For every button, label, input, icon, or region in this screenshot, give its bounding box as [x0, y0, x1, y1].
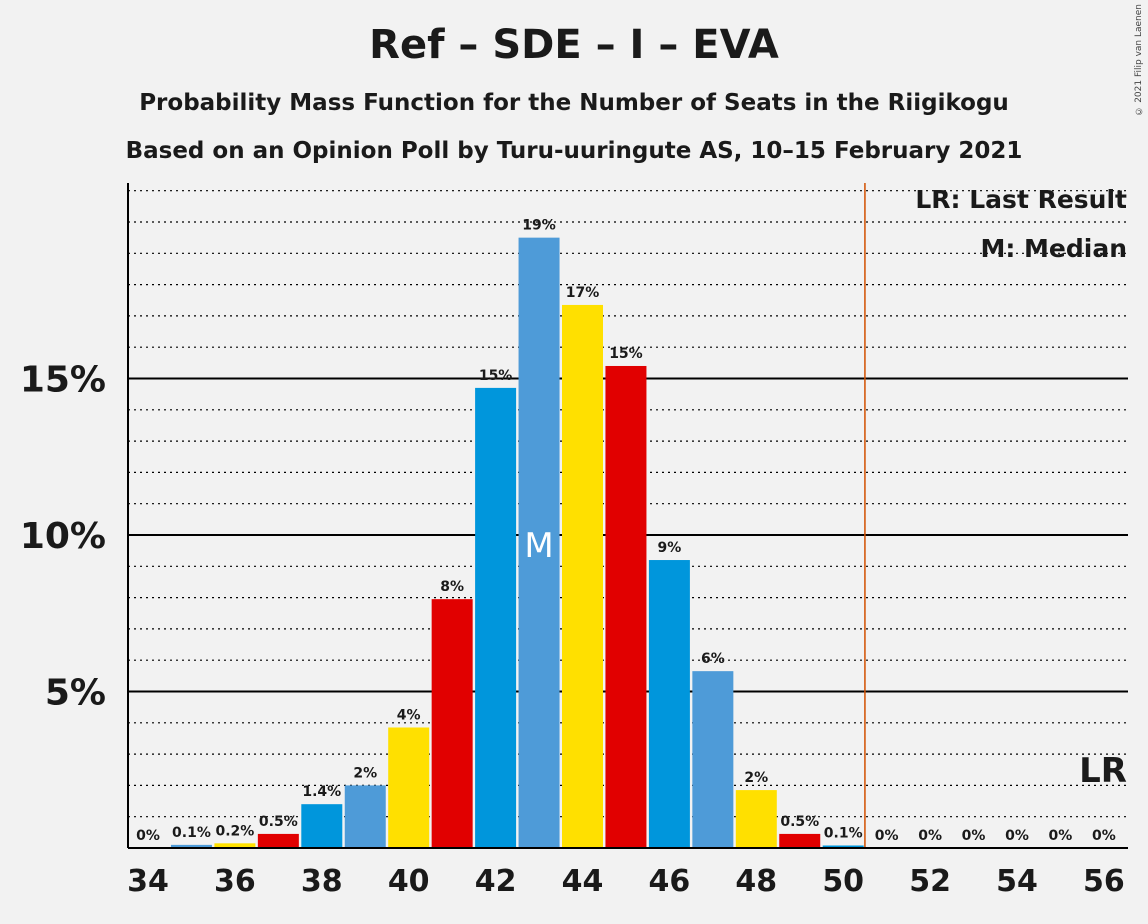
x-tick-label: 38 — [301, 864, 343, 899]
bar-seat-38 — [301, 804, 343, 848]
bar-seat-49 — [779, 833, 821, 848]
x-tick-label: 48 — [735, 864, 777, 899]
legend: LR: Last Result M: Median — [915, 185, 1127, 263]
last-result-marker: LR — [1079, 751, 1127, 791]
bar-value-label: 19% — [522, 218, 556, 234]
bar-seat-45 — [605, 365, 647, 848]
bar-value-label: 8% — [440, 579, 464, 595]
bar-seat-43 — [518, 237, 560, 848]
bar-value-label: 0.2% — [215, 823, 254, 839]
bar-seat-48 — [735, 790, 777, 848]
x-tick-label: 56 — [1083, 864, 1125, 899]
bar-seat-50 — [822, 845, 864, 848]
bar-value-label: 6% — [701, 651, 725, 667]
bar-value-label: 17% — [566, 285, 600, 301]
bar-value-label: 2% — [353, 765, 377, 781]
bar-seat-36 — [214, 843, 256, 848]
bar-seat-42 — [475, 387, 517, 848]
x-tick-label: 46 — [649, 864, 691, 899]
bar-value-label: 0.1% — [172, 825, 211, 841]
bar-value-label: 1.4% — [302, 784, 341, 800]
x-tick-label: 50 — [822, 864, 864, 899]
bar-value-label: 0% — [1005, 828, 1029, 844]
bar-value-label: 15% — [479, 368, 513, 384]
bar-value-labels: 0% 0.1% 0.2%0.5%1.4%2%4%8%15%19%17%15%9%6%… — [136, 218, 1127, 844]
bar-value-label: 0% — [918, 828, 942, 844]
bar-value-label: 2% — [744, 770, 768, 786]
bar-value-label: 4% — [397, 707, 421, 723]
tick-labels: 34 36 38 40 42 44 46 48 50 52 54 56 5% 10% 15% — [20, 360, 1125, 900]
bar-seat-37 — [257, 833, 299, 848]
x-tick-label: 54 — [996, 864, 1038, 899]
bar-series — [170, 237, 864, 848]
bar-value-label: 0% — [962, 828, 986, 844]
y-tick-label: 5% — [45, 673, 106, 714]
x-tick-label: 52 — [909, 864, 951, 899]
median-marker: M — [524, 526, 553, 566]
chart-subtitle: Probability Mass Function for the Number… — [139, 90, 1009, 116]
bar-value-label: 0% — [136, 828, 160, 844]
y-tick-label: 15% — [20, 360, 106, 401]
bar-seat-35 — [170, 844, 212, 848]
bar-seat-39 — [344, 785, 386, 848]
legend-last-result: LR: Last Result — [915, 185, 1127, 214]
bar-seat-41 — [431, 599, 473, 848]
bar-seat-46 — [648, 560, 690, 848]
bar-value-label: 0% — [875, 828, 899, 844]
bar-seat-40 — [388, 727, 430, 848]
x-tick-label: 40 — [388, 864, 430, 899]
axes — [127, 183, 1128, 849]
y-tick-label: 10% — [20, 516, 106, 557]
x-tick-label: 36 — [214, 864, 256, 899]
bar-value-label: 15% — [609, 346, 643, 362]
bar-seat-44 — [562, 304, 603, 848]
bar-value-label: 0.5% — [259, 814, 298, 830]
x-tick-label: 44 — [562, 864, 604, 899]
bar-value-label: 0% — [1049, 828, 1073, 844]
bar-value-label: 0% — [1092, 828, 1116, 844]
bar-value-label: 0.1% — [824, 825, 863, 841]
legend-median: M: Median — [980, 234, 1127, 263]
chart-title: Ref – SDE – I – EVA — [369, 22, 779, 68]
chart-source-subtitle: Based on an Opinion Poll by Turu-uuringu… — [125, 138, 1023, 164]
bar-value-label: 0.5% — [780, 814, 819, 830]
bar-value-label: 9% — [658, 540, 682, 556]
bar-seat-47 — [692, 671, 734, 848]
x-tick-label: 42 — [475, 864, 517, 899]
x-tick-label: 34 — [127, 864, 169, 899]
